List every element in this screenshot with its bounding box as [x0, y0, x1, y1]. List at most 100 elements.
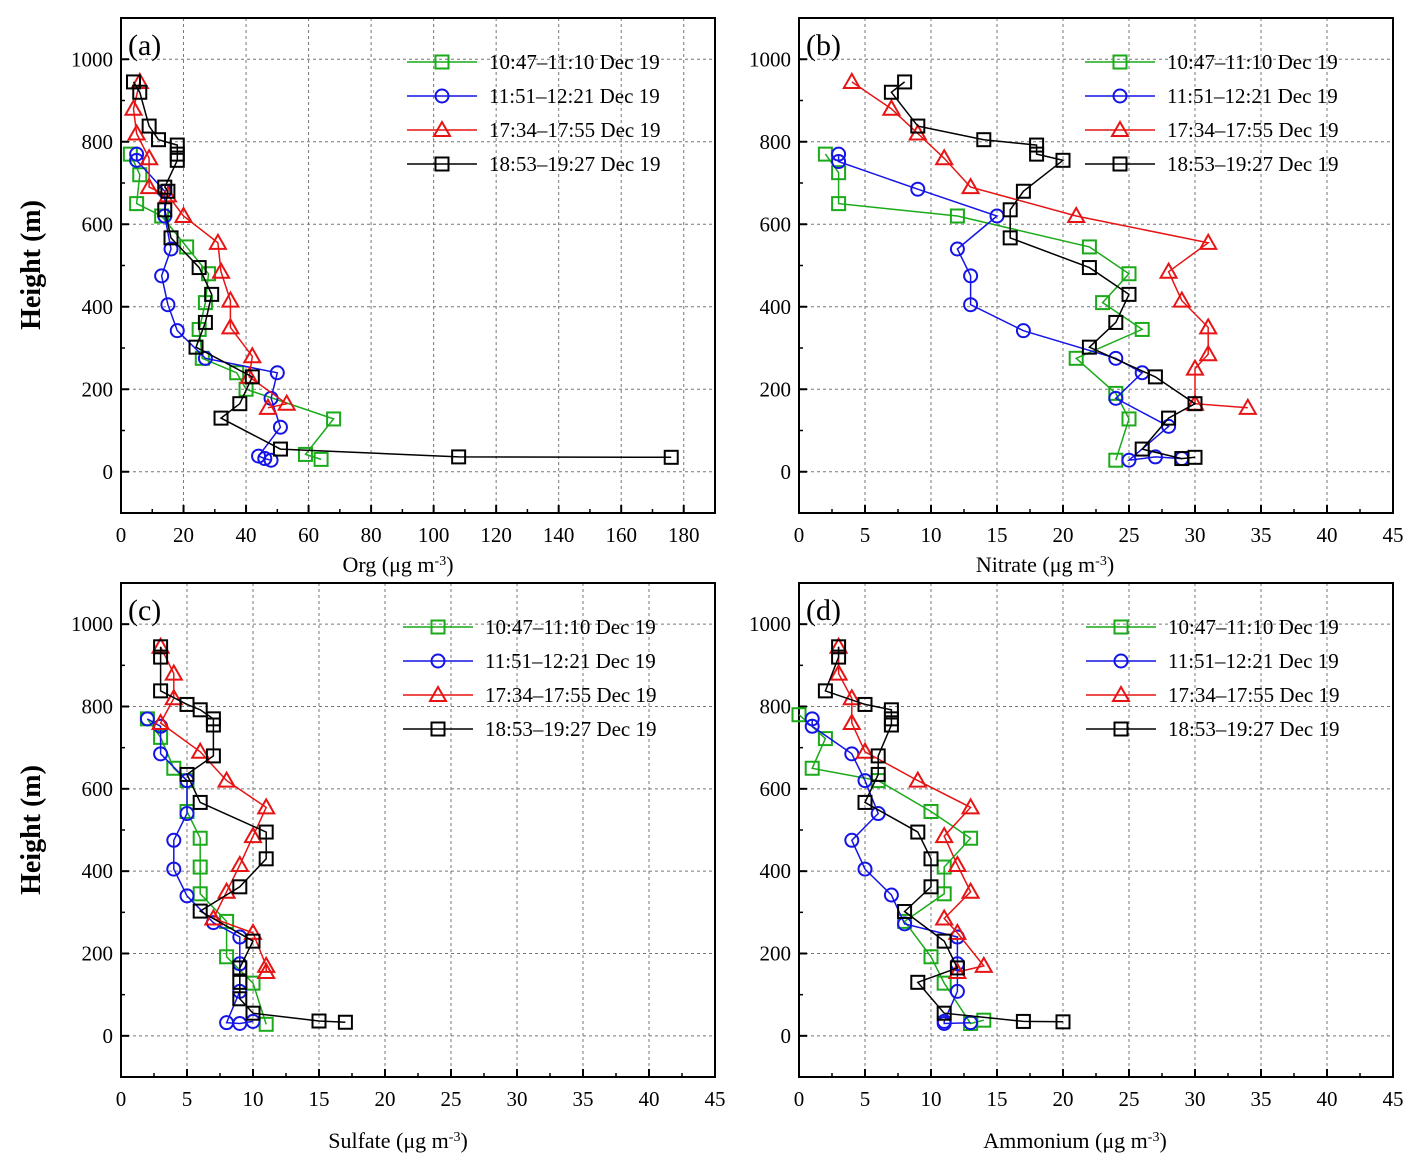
- panel-tag: (a): [128, 29, 161, 62]
- legend-label: 18:53–19:27 Dec 19: [489, 152, 660, 176]
- data-point: [949, 960, 965, 976]
- data-point: [220, 290, 241, 308]
- data-point: [934, 826, 954, 844]
- y-tick-label: 200: [760, 942, 792, 966]
- series-line: [890, 81, 1197, 460]
- legend-label: 10:47–11:10 Dec 19: [1168, 615, 1339, 639]
- data-point: [949, 241, 965, 257]
- data-point: [1108, 350, 1124, 366]
- data-point: [963, 297, 979, 313]
- data-point: [804, 760, 820, 776]
- x-axis-title: Org (μg m-3): [342, 552, 453, 577]
- data-point: [923, 879, 939, 895]
- x-tick-label: 160: [605, 523, 637, 547]
- data-point: [154, 268, 170, 284]
- data-point: [451, 449, 467, 465]
- x-tick-label: 30: [507, 1087, 528, 1111]
- data-point: [883, 711, 899, 727]
- data-point: [934, 908, 954, 926]
- legend: 10:47–11:10 Dec 19 11:51–12:21 Dec 19 17:3…: [1085, 50, 1338, 176]
- y-tick-label: 600: [760, 212, 792, 236]
- data-point: [258, 1016, 274, 1032]
- data-point: [157, 179, 173, 195]
- y-tick-label: 200: [760, 377, 792, 401]
- series-line: [811, 718, 971, 1025]
- x-tick-label: 0: [116, 1087, 127, 1111]
- data-point: [126, 123, 147, 141]
- y-tick-label: 400: [82, 859, 114, 883]
- data-point: [817, 731, 833, 747]
- data-point: [1198, 232, 1218, 250]
- data-point: [216, 770, 237, 788]
- data-point: [1108, 385, 1124, 401]
- data-point: [1066, 205, 1086, 223]
- series-1: [817, 146, 1150, 468]
- x-tick-label: 40: [236, 523, 257, 547]
- legend-marker: [430, 721, 446, 737]
- data-point: [192, 903, 208, 919]
- x-axis-title: Nitrate (μg m-3): [976, 552, 1114, 577]
- data-point: [232, 991, 248, 1007]
- legend-label: 11:51–12:21 Dec 19: [1168, 649, 1339, 673]
- data-point: [160, 297, 176, 313]
- data-point: [908, 770, 928, 788]
- data-point: [192, 859, 208, 875]
- data-point: [934, 148, 954, 166]
- legend-label: 18:53–19:27 Dec 19: [485, 717, 656, 741]
- series-line: [135, 154, 282, 461]
- data-point: [164, 688, 184, 706]
- x-tick-label: 20: [1053, 1087, 1074, 1111]
- legend-label: 10:47–11:10 Dec 19: [485, 615, 656, 639]
- data-point: [232, 974, 248, 990]
- x-tick-label: 5: [182, 1087, 193, 1111]
- legend-label: 17:34–17:55 Dec 19: [489, 118, 660, 142]
- panel-tag: (b): [806, 29, 841, 62]
- data-point: [936, 933, 952, 949]
- y-tick-label: 600: [760, 777, 792, 801]
- data-point: [1002, 202, 1018, 218]
- data-point: [963, 268, 979, 284]
- y-tick-label: 800: [82, 695, 114, 719]
- data-point: [208, 232, 228, 250]
- y-tick-label: 0: [781, 1024, 792, 1048]
- x-tick-label: 25: [1119, 523, 1140, 547]
- x-tick-label: 40: [1317, 1087, 1338, 1111]
- data-point: [153, 683, 169, 699]
- data-point: [269, 365, 285, 381]
- legend-marker: [1112, 156, 1128, 172]
- data-point: [883, 702, 899, 718]
- y-tick-label: 1000: [71, 47, 113, 71]
- data-point: [141, 118, 157, 134]
- data-point: [258, 824, 274, 840]
- data-point: [1015, 1013, 1031, 1029]
- data-point: [842, 712, 862, 730]
- data-point: [126, 74, 142, 90]
- y-axis-title: Height (m): [16, 200, 47, 330]
- series-4: [883, 74, 1203, 467]
- x-axis-title-end: ): [460, 1128, 467, 1153]
- data-point: [1002, 230, 1018, 246]
- y-tick-label: 400: [82, 295, 114, 319]
- legend: 10:47–11:10 Dec 19 11:51–12:21 Dec 19 17:3…: [403, 615, 656, 741]
- legend: 10:47–11:10 Dec 19 11:51–12:21 Dec 19 17:3…: [407, 50, 660, 176]
- data-point: [297, 446, 313, 462]
- data-point: [1161, 410, 1177, 426]
- data-point: [1055, 1014, 1071, 1030]
- y-tick-label: 1000: [749, 612, 791, 636]
- data-point: [205, 748, 221, 764]
- x-tick-label: 100: [418, 523, 450, 547]
- legend-marker: [1112, 54, 1128, 70]
- legend-label: 17:34–17:55 Dec 19: [485, 683, 656, 707]
- data-point: [169, 137, 185, 153]
- data-point: [936, 1005, 952, 1021]
- legend-label: 11:51–12:21 Dec 19: [489, 84, 660, 108]
- data-point: [157, 202, 173, 218]
- data-point: [910, 974, 926, 990]
- data-point: [960, 177, 981, 195]
- legend-marker: [1111, 684, 1131, 702]
- data-point: [1134, 441, 1150, 457]
- data-point: [203, 908, 224, 926]
- data-point: [179, 888, 195, 904]
